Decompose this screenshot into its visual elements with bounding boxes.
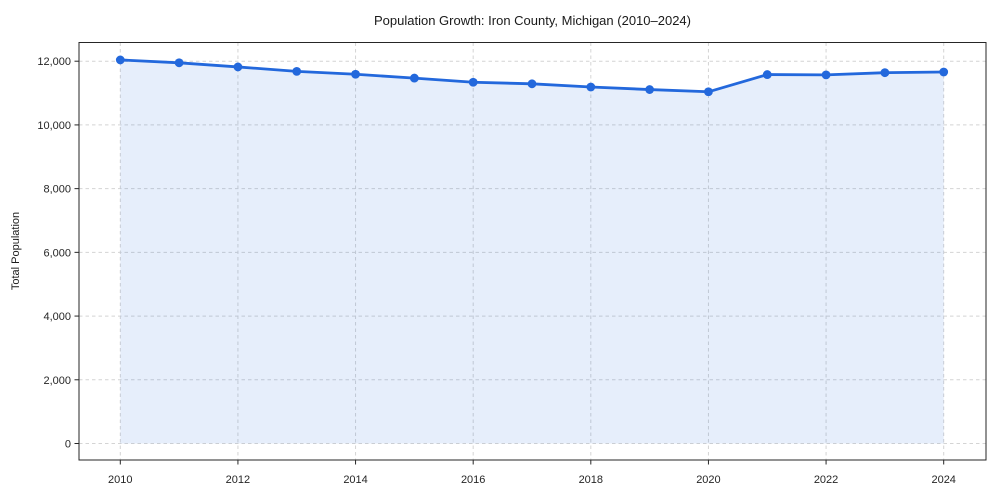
- data-point-2017: [527, 79, 537, 89]
- x-tick-label: 2012: [226, 474, 250, 486]
- x-tick-label: 2016: [461, 474, 485, 486]
- y-tick-label: 10,000: [37, 120, 71, 132]
- y-tick-label: 0: [65, 439, 71, 451]
- data-point-2015: [409, 73, 419, 83]
- y-tick-label: 12,000: [37, 56, 71, 68]
- data-point-2011: [174, 58, 184, 68]
- grid-layer: [79, 42, 986, 460]
- data-point-2016: [468, 77, 478, 87]
- x-tick-label: 2014: [343, 474, 367, 486]
- data-point-2024: [939, 67, 949, 77]
- x-tick-label: 2010: [108, 474, 132, 486]
- x-tick-label: 2022: [814, 474, 838, 486]
- chart-title: Population Growth: Iron County, Michigan…: [374, 13, 691, 28]
- data-point-2018: [586, 82, 596, 92]
- y-tick-label: 8,000: [43, 184, 71, 196]
- y-axis-label: Total Population: [10, 212, 22, 290]
- data-point-2019: [645, 85, 655, 94]
- data-point-2023: [880, 68, 890, 78]
- x-tick-label: 2020: [696, 474, 720, 486]
- data-point-2013: [292, 66, 302, 76]
- data-point-2014: [351, 69, 360, 79]
- y-tick-label: 4,000: [43, 311, 71, 323]
- y-tick-label: 2,000: [43, 375, 71, 387]
- data-point-2012: [233, 62, 243, 72]
- data-point-2020: [704, 87, 713, 97]
- x-tick-label: 2024: [931, 474, 955, 486]
- x-tick-label: 2018: [579, 474, 603, 486]
- axes-layer: 2010 2012 2014 2016 2018 2020 2022 2024 0 2,000 4,…: [37, 42, 987, 486]
- data-point-2022: [821, 70, 831, 80]
- data-point-2010: [115, 55, 125, 65]
- plot-frame: [78, 42, 987, 461]
- data-point-2021: [762, 70, 772, 79]
- y-tick-label: 6,000: [43, 247, 71, 259]
- series-area-fill: [120, 59, 944, 444]
- series-layer: [115, 55, 949, 444]
